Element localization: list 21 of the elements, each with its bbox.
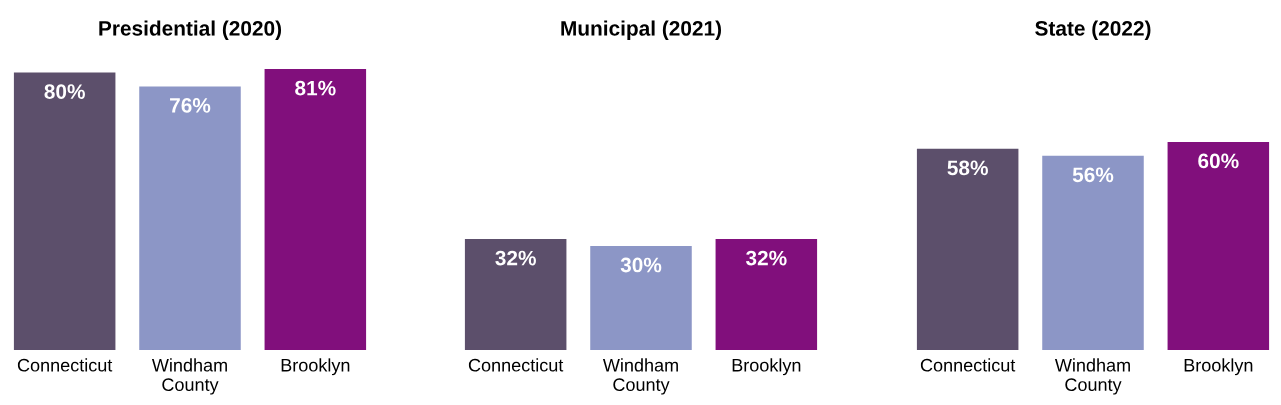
data-label: 81% (295, 80, 336, 96)
data-label: 58% (947, 160, 988, 176)
x-tick-label: Brooklyn (1184, 358, 1253, 376)
x-tick-label: Windham County (151, 358, 227, 395)
data-label: 56% (1072, 167, 1114, 183)
x-tick-label: Connecticut (468, 358, 564, 372)
x-tick-label: Brooklyn (732, 358, 801, 376)
chart-title: Municipal (2021) (561, 20, 722, 40)
data-label: 30% (620, 257, 662, 273)
data-label: 80% (44, 84, 85, 99)
x-tick-label: Brooklyn (281, 358, 350, 376)
x-tick-label: Connecticut (17, 358, 113, 372)
x-tick-label: Windham County (1054, 358, 1130, 395)
chart-title: Presidential (2020) (99, 20, 282, 40)
chart-title: State (2022) (1035, 20, 1151, 40)
x-tick-label: Connecticut (920, 358, 1016, 372)
data-label: 32% (495, 250, 536, 266)
data-label: 60% (1198, 153, 1239, 169)
x-tick-label: Windham County (602, 358, 678, 395)
data-label: 32% (745, 250, 787, 266)
data-label: 76% (170, 98, 211, 113)
